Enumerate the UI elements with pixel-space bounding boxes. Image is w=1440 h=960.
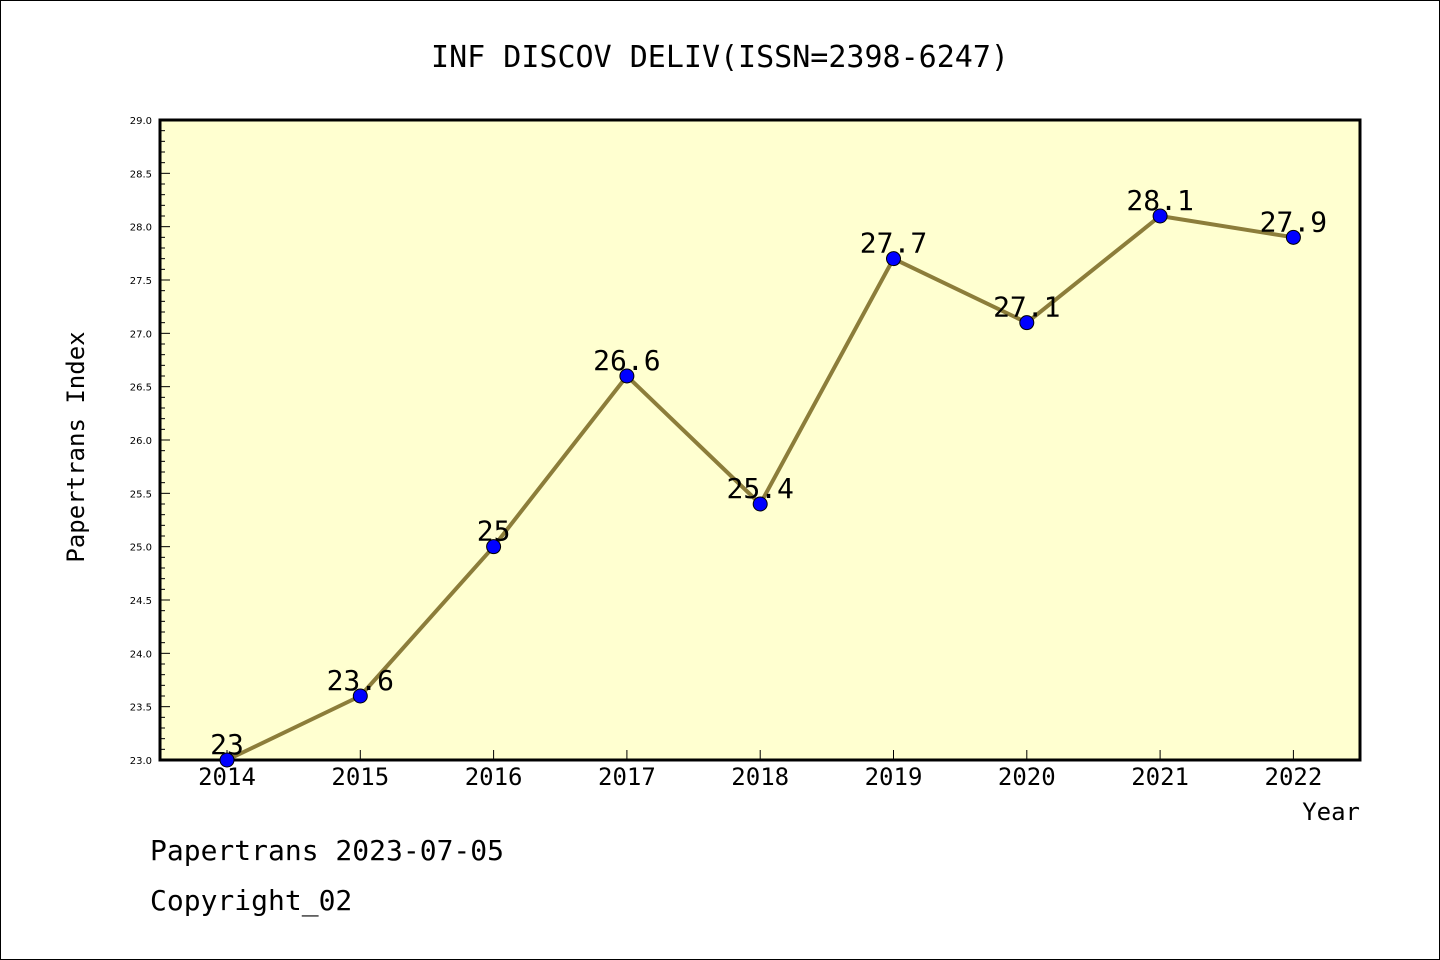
y-tick-label: 27.0	[130, 329, 152, 340]
x-tick-label: 2016	[465, 763, 523, 791]
data-point	[752, 496, 768, 512]
y-tick-label: 27.5	[130, 276, 152, 287]
data-label: 28.1	[1126, 184, 1193, 217]
data-label: 25	[477, 515, 511, 548]
data-point	[1285, 229, 1301, 245]
data-label: 26.6	[593, 344, 660, 377]
plot-area	[158, 118, 1362, 762]
data-point	[886, 251, 901, 267]
data-point	[352, 688, 368, 704]
x-tick-label: 2018	[731, 763, 789, 791]
y-tick-label: 24.0	[130, 649, 152, 660]
x-tick-label: 2019	[865, 763, 923, 791]
data-point	[1019, 315, 1035, 331]
data-label: 27.1	[993, 291, 1060, 324]
y-tick-label: 29.0	[130, 116, 152, 127]
data-label: 27.9	[1260, 205, 1327, 238]
footer-copyright: Copyright_02	[150, 884, 353, 917]
y-tick-label: 23.0	[130, 756, 152, 767]
data-label: 27.7	[860, 227, 927, 260]
y-tick-label: 28.5	[130, 169, 152, 180]
data-label: 23	[210, 728, 244, 761]
y-tick-label: 26.5	[130, 383, 152, 394]
y-tick-label: 28.0	[130, 223, 152, 234]
footer-date: Papertrans 2023-07-05	[150, 834, 505, 867]
y-tick-label: 23.5	[130, 703, 152, 714]
x-tick-label: 2020	[998, 763, 1056, 791]
chart-title: INF DISCOV DELIV(ISSN=2398-6247)	[431, 40, 1009, 75]
data-label: 23.6	[327, 664, 394, 697]
x-axis-label: Year	[1302, 798, 1360, 826]
y-axis: 23.0 23.5 24.0 24.5 25.0 25.5 26.0 26.5 27.0 27.5…	[130, 116, 170, 767]
y-tick-label: 25.5	[130, 489, 152, 500]
x-tick-label: 2015	[331, 763, 389, 791]
x-tick-label: 2022	[1265, 763, 1323, 791]
x-tick-label: 2017	[598, 763, 656, 791]
y-tick-label: 24.5	[130, 596, 152, 607]
x-tick-label: 2014	[198, 763, 256, 791]
data-point	[219, 752, 235, 768]
y-axis-label: Papertrans Index	[62, 331, 90, 562]
data-point	[486, 539, 502, 555]
data-label: 25.4	[726, 472, 793, 505]
x-tick-label: 2021	[1131, 763, 1189, 791]
x-axis: 2014 2015 2016 2017 2018 2019 2020 2021 2022	[198, 750, 1322, 791]
y-tick-label: 25.0	[130, 543, 152, 554]
data-point	[619, 368, 635, 384]
y-tick-label: 26.0	[130, 436, 152, 447]
data-point	[1152, 208, 1168, 224]
series-1: 23 23.6 25 26.6 25.4 27.7 27.1 28.1 27.9	[210, 184, 1327, 768]
